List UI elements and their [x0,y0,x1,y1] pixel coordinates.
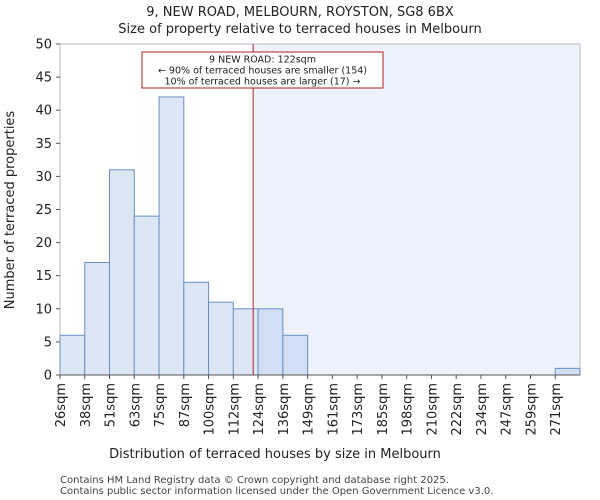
x-tick-label: 112sqm [227,383,242,436]
annotation-box [141,51,384,89]
bar-75sqm [158,96,185,376]
x-tick-label: 210sqm [425,383,440,436]
annotation-line-2: ← 90% of terraced houses are smaller (15… [158,66,367,77]
annotation-line-1: 9 NEW ROAD: 122sqm [209,55,316,66]
x-tick-label: 247sqm [500,383,515,436]
y-tick-label: 20 [35,236,52,251]
x-tick-label: 136sqm [277,383,292,436]
bar-124sqm [257,308,284,376]
footer-line-2: Contains public sector information licen… [60,486,493,497]
x-axis-label: Distribution of terraced houses by size … [109,447,441,462]
y-tick-label: 15 [35,269,52,284]
x-tick-label: 149sqm [302,383,317,436]
x-tick-label: 51sqm [104,383,119,427]
bar-51sqm [109,169,135,376]
x-tick-label: 185sqm [376,383,391,436]
chart-subtitle: Size of property relative to terraced ho… [118,22,481,37]
x-tick-label: 26sqm [54,383,69,427]
y-tick-label: 40 [35,104,52,119]
bar-63sqm [133,215,160,376]
y-tick-label: 0 [44,369,52,384]
x-tick-label: 75sqm [153,383,168,427]
bar-136sqm [282,334,309,376]
x-tick-label: 161sqm [326,383,341,436]
footer-line-1: Contains HM Land Registry data © Crown c… [60,475,449,486]
y-tick-label: 5 [44,335,52,350]
y-tick-label: 45 [35,71,52,86]
x-tick-label: 173sqm [351,383,366,436]
bar-112sqm [232,308,259,376]
x-tick-label: 63sqm [128,383,143,427]
bar-87sqm [183,281,210,376]
shaded-region [253,44,580,375]
x-tick-label: 87sqm [178,383,193,427]
y-tick-label: 25 [35,203,52,218]
x-tick-label: 124sqm [252,383,267,436]
y-tick-label: 30 [35,170,52,185]
x-tick-label: 222sqm [450,383,465,436]
x-tick-label: 100sqm [203,383,218,436]
bar-26sqm [59,334,86,376]
y-tick-label: 35 [35,137,52,152]
bar-271sqm [554,367,581,376]
bar-100sqm [208,301,234,376]
plot-area: 0 5 10 15 20 25 30 35 40 45 50 26sqm 38sqm 51sqm 63sqm… [35,38,581,436]
x-tick-label: 38sqm [79,383,94,427]
chart-title: 9, NEW ROAD, MELBOURN, ROYSTON, SG8 6BX [146,5,454,20]
bar-38sqm [84,261,111,376]
y-axis-label: Number of terraced properties [3,111,18,310]
x-tick-label: 259sqm [524,383,539,436]
annotation-line-3: 10% of terraced houses are larger (17) → [165,77,361,88]
x-tick-label: 198sqm [401,383,416,436]
x-tick-label: 271sqm [549,383,564,436]
x-tick-label: 234sqm [475,383,490,436]
y-tick-label: 10 [35,302,52,317]
y-tick-label: 50 [35,38,52,53]
